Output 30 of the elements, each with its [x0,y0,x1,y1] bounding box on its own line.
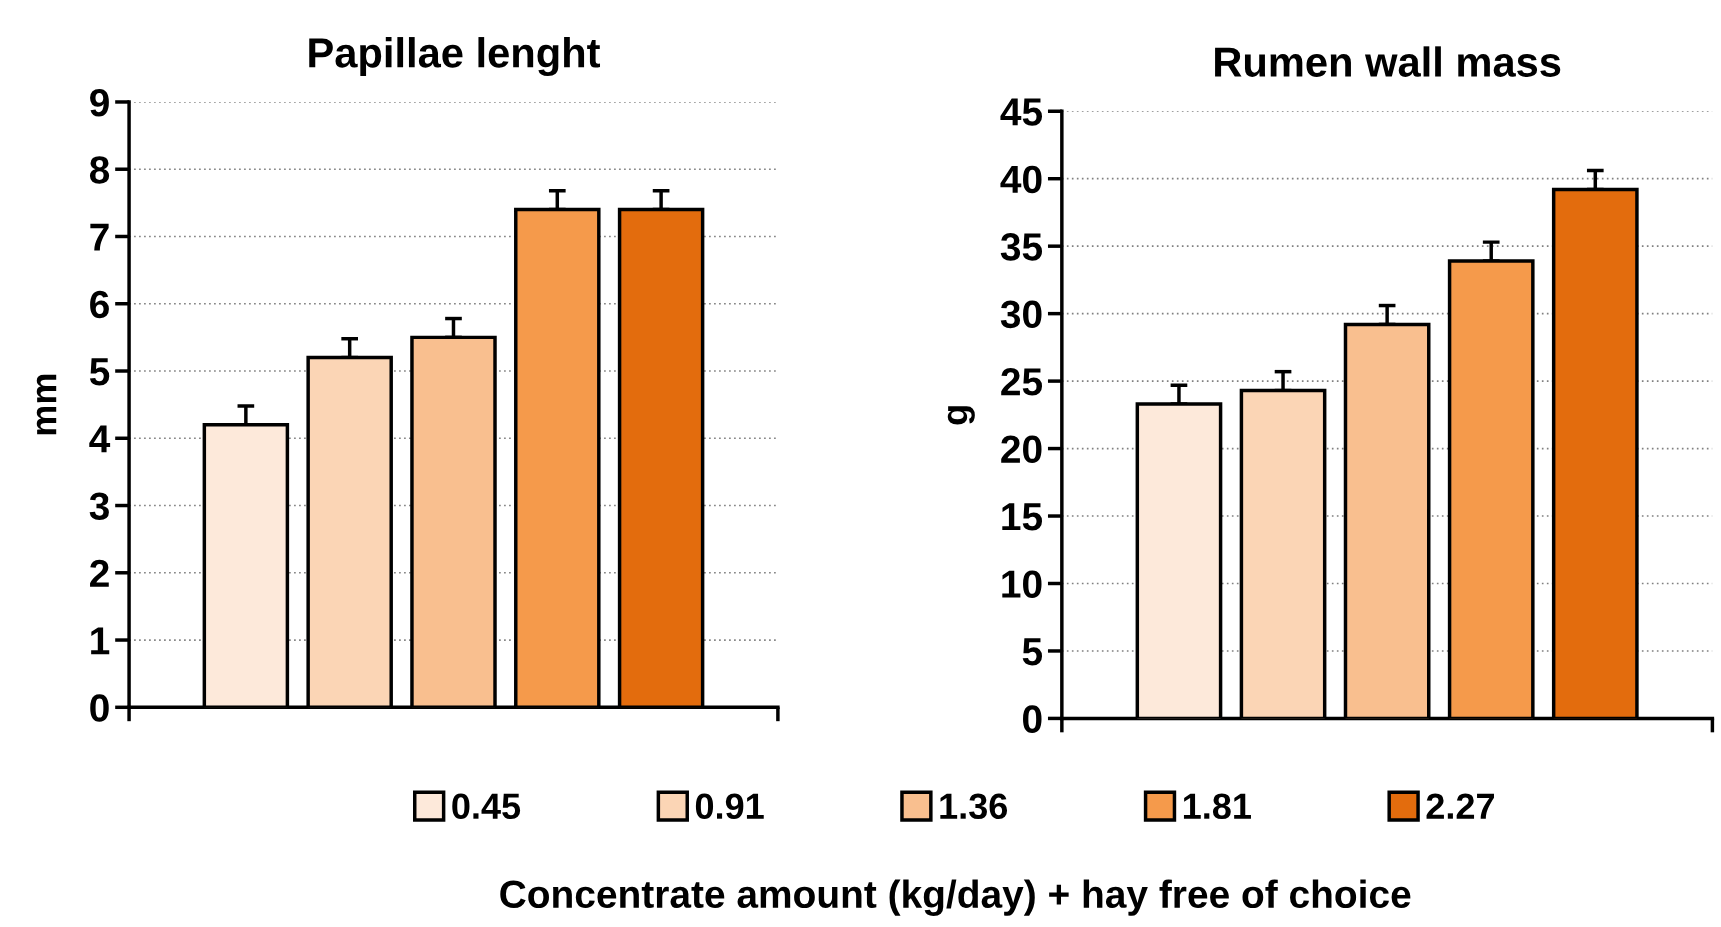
y-tick-label: 0 [90,694,109,722]
y-tick-label: 1 [91,627,110,655]
y-tick-label: 5 [89,358,110,386]
y-tick-label: 0 [1023,705,1042,733]
legend-label: 0.91 [695,793,764,820]
y-axis-title: g [947,406,975,425]
y-tick-label: 6 [90,290,109,319]
y-tick-label: 10 [1002,570,1042,598]
legend-label: 1.36 [940,793,1008,820]
y-tick-label: 40 [1000,165,1042,194]
chart-title: Rumen wall mass [1215,46,1561,77]
y-tick-label: 30 [1000,300,1042,329]
y-tick-label: 8 [89,156,110,184]
y-tick-label: 45 [1000,98,1043,126]
y-tick-label: 20 [1001,435,1042,464]
y-tick-label: 9 [90,88,109,117]
y-tick-label: 3 [89,492,109,521]
legend-label: 0.45 [452,793,521,820]
chart-title: Papillae lenght [309,37,601,77]
legend-label: 1.81 [1183,793,1251,820]
x-axis-title: Concentrate amount (kg/day) + hay free of choice [500,879,1411,916]
y-tick-label: 5 [1022,638,1043,666]
y-tick-label: 15 [1002,503,1043,531]
y-tick-label: 7 [90,223,109,251]
y-tick-label: 4 [89,425,111,453]
y-axis-title: mm [36,374,57,435]
legend-label: 2.27 [1426,793,1494,819]
y-tick-label: 25 [1001,368,1043,396]
y-tick-label: 2 [90,559,109,587]
y-tick-label: 35 [1000,233,1043,261]
